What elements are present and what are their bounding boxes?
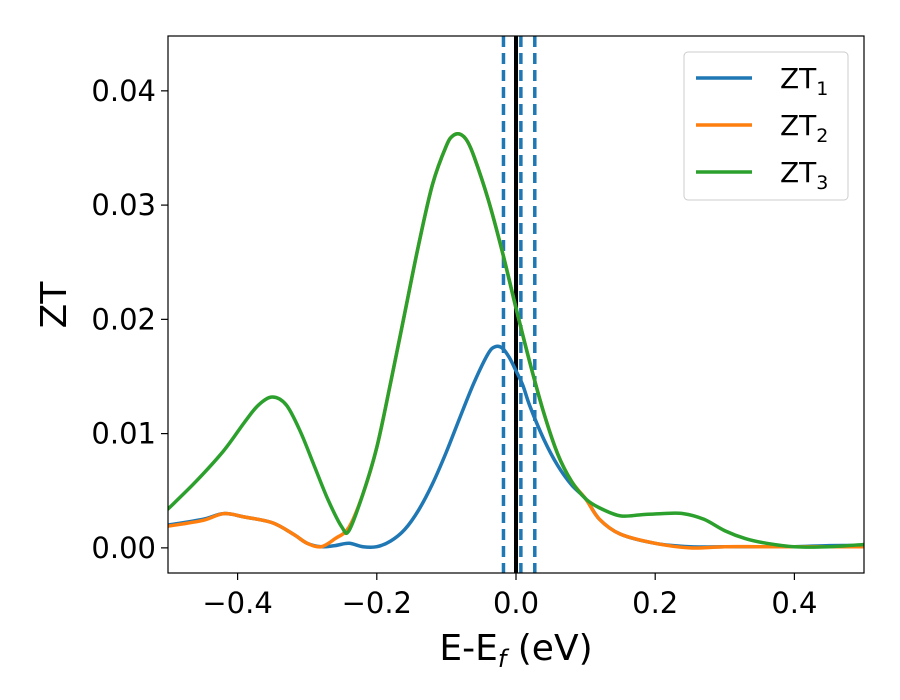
- x-tick-label: −0.2: [342, 586, 412, 620]
- x-tick-label: 0.0: [493, 586, 539, 620]
- legend-label-sub: 2: [816, 125, 828, 147]
- y-axis-label: ZT: [34, 281, 75, 329]
- legend-label-main: ZT: [780, 62, 817, 95]
- legend-label: ZT3: [780, 156, 828, 194]
- y-tick-label: 0.02: [91, 302, 156, 336]
- x-tick-label: −0.4: [202, 586, 272, 620]
- legend-label: ZT2: [780, 109, 828, 147]
- y-tick-label: 0.01: [91, 417, 156, 451]
- y-tick-label: 0.04: [91, 74, 156, 108]
- legend-label: ZT1: [780, 62, 828, 100]
- legend-label-sub: 1: [816, 78, 828, 100]
- legend-label-sub: 3: [816, 172, 828, 194]
- x-tick-label: 0.2: [632, 586, 678, 620]
- series-lines: [168, 131, 864, 550]
- x-axis-label-main: E-E: [439, 628, 497, 669]
- legend-label-main: ZT: [780, 109, 817, 142]
- axis-ticks: −0.4 −0.2 0.0 0.2 0.4 0.00 0.01 0.02 0.03 0.04: [91, 74, 817, 620]
- x-axis-label-suffix: (eV): [506, 628, 592, 669]
- legend-label-main: ZT: [780, 156, 817, 189]
- vertical-lines: [501, 36, 537, 573]
- y-tick-label: 0.00: [91, 531, 156, 565]
- legend-box: [683, 51, 849, 201]
- x-axis-label: E-Ef (eV): [439, 628, 592, 673]
- x-tick-label: 0.4: [771, 586, 817, 620]
- plot-frame: [167, 35, 865, 574]
- series-line-zt3: [168, 131, 864, 549]
- y-tick-label: 0.03: [91, 188, 156, 222]
